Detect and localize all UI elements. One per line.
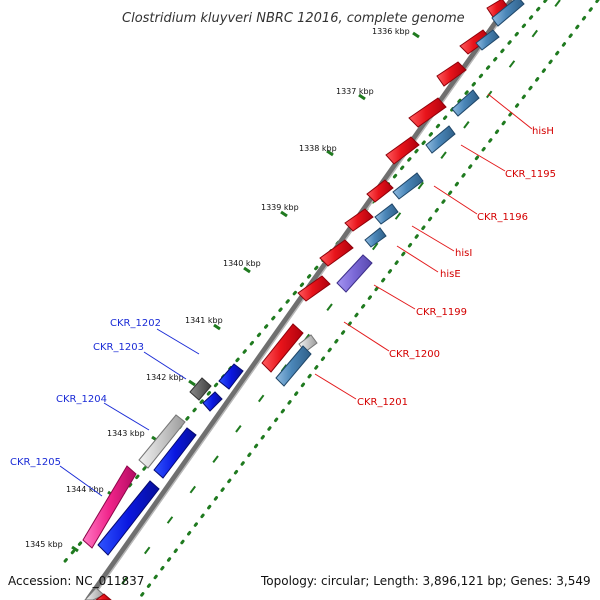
- reverse-gene-label-text: CKR_1202 CKR_1203 CKR_1204 CKR_1205: [10, 318, 161, 468]
- gene-forward[interactable]: [297, 275, 331, 302]
- scale-ticks: [71, 31, 420, 553]
- forward-strand-features: [275, 0, 525, 387]
- reverse-gene-labels: [59, 328, 200, 497]
- reverse-strand-genes: [97, 363, 244, 556]
- scale-dots-inner: [136, 0, 600, 600]
- gene-forward[interactable]: [261, 323, 304, 373]
- feature-forward[interactable]: [425, 125, 456, 154]
- scale-dots-outer: [58, 0, 548, 569]
- genome-backbone: [85, 0, 515, 600]
- feature-forward[interactable]: [392, 172, 424, 200]
- gene-forward[interactable]: [344, 208, 374, 232]
- genome-backbone-highlight: [90, 0, 516, 600]
- gene-label[interactable]: CKR_1195: [505, 169, 556, 180]
- scale-label: 1336 kbp: [372, 27, 410, 36]
- feature-forward[interactable]: [374, 203, 399, 225]
- feature-forward[interactable]: [491, 0, 525, 27]
- forward-gene-label-text: hisH CKR_1195 CKR_1196 hisI hisE CKR_119…: [357, 126, 556, 408]
- topology-text: Topology: circular; Length: 3,896,121 bp…: [260, 574, 591, 588]
- scale-label: 1341 kbp: [185, 316, 223, 325]
- feature-forward[interactable]: [475, 29, 500, 51]
- feature-forward[interactable]: [336, 254, 373, 293]
- gene-label[interactable]: CKR_1204: [56, 394, 107, 405]
- gene-reverse[interactable]: [153, 427, 197, 479]
- gene-label[interactable]: CKR_1201: [357, 397, 408, 408]
- scale-label: 1337 kbp: [336, 87, 374, 96]
- gene-label[interactable]: CKR_1196: [477, 212, 528, 223]
- gene-label[interactable]: CKR_1202: [110, 318, 161, 329]
- scale-label: 1338 kbp: [299, 144, 337, 153]
- scale-label: 1344 kbp: [66, 485, 104, 494]
- scale-labels: 1336 kbp 1337 kbp 1338 kbp 1339 kbp 1340…: [25, 27, 410, 549]
- feature-reverse-dark[interactable]: [189, 377, 212, 401]
- gene-reverse[interactable]: [97, 480, 160, 556]
- scale-label: 1342 kbp: [146, 373, 184, 382]
- gene-reverse[interactable]: [218, 363, 244, 390]
- feature-forward[interactable]: [275, 345, 312, 387]
- feature-forward[interactable]: [364, 227, 387, 248]
- gene-label[interactable]: hisE: [440, 269, 461, 280]
- map-title: Clostridium kluyveri NBRC 12016, complet…: [122, 11, 465, 26]
- scale-label: 1340 kbp: [223, 259, 261, 268]
- gene-label[interactable]: CKR_1203: [93, 342, 144, 353]
- gene-label[interactable]: CKR_1205: [10, 457, 61, 468]
- gene-forward[interactable]: [366, 179, 394, 203]
- forward-gene-labels: [314, 93, 533, 400]
- gene-forward[interactable]: [319, 239, 354, 267]
- gene-forward[interactable]: [385, 136, 420, 165]
- gene-label[interactable]: hisH: [532, 126, 554, 137]
- gene-label[interactable]: CKR_1200: [389, 349, 440, 360]
- feature-highlight[interactable]: [82, 465, 137, 549]
- gene-forward[interactable]: [436, 61, 467, 87]
- scale-dash-right: [109, 0, 561, 600]
- reverse-strand-features: [82, 377, 212, 600]
- scale-label: 1345 kbp: [25, 540, 63, 549]
- gene-label[interactable]: hisI: [455, 248, 472, 259]
- scale-label: 1343 kbp: [107, 429, 145, 438]
- scale-label: 1339 kbp: [261, 203, 299, 212]
- gene-forward[interactable]: [95, 593, 112, 600]
- gene-reverse[interactable]: [202, 391, 223, 412]
- feature-forward[interactable]: [451, 89, 480, 117]
- gene-label[interactable]: CKR_1199: [416, 307, 467, 318]
- feature-reverse[interactable]: [138, 414, 186, 469]
- accession-text: Accession: NC_011837: [8, 574, 144, 588]
- gene-forward[interactable]: [408, 97, 447, 128]
